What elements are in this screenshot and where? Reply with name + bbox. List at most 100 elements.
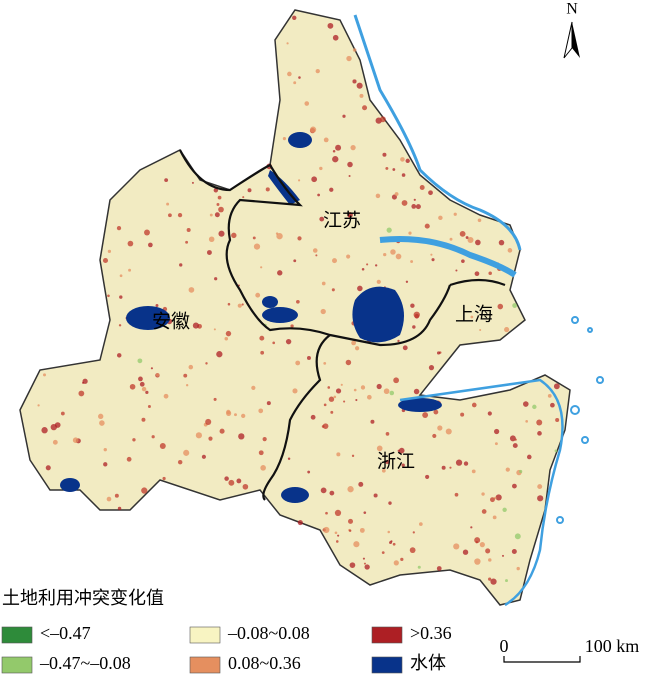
speckle-dot [322,423,329,430]
speckle-dot [385,432,390,436]
speckle-dot [147,405,151,408]
speckle-dot [129,383,136,390]
speckle-dot [293,259,297,263]
speckle-dot [262,437,267,442]
speckle-dot [355,346,360,351]
speckle-dot [43,373,46,377]
speckle-dot [323,526,330,534]
north-label: N [566,1,578,18]
speckle-dot [216,351,223,358]
speckle-dot [553,383,560,390]
speckle-dot [516,566,520,571]
speckle-dot [141,417,146,422]
speckle-dot [393,377,399,384]
speckle-dot [185,240,189,244]
speckle-dot [405,280,409,283]
speckle-dot [150,367,153,370]
speckle-dot [330,410,334,414]
speckle-dot [485,548,491,554]
speckle-dot [455,459,463,466]
speckle-dot [359,93,364,98]
speckle-dot [335,388,342,394]
speckle-dot [474,271,480,277]
speckle-dot [353,388,357,392]
speckle-dot [348,214,352,218]
speckle-dot [255,292,261,298]
speckle-dot [41,427,48,434]
speckle-dot [555,417,560,422]
legend-swatch [189,626,221,644]
speckle-dot [425,474,430,479]
speckle-dot [449,466,452,469]
speckle-dot [298,179,301,182]
speckle-dot [519,469,523,474]
speckle-dot [139,381,145,387]
speckle-dot [336,452,341,457]
speckle-dot [287,71,292,77]
province-borders [179,149,506,501]
speckle-dot [132,438,136,442]
speckle-dot [441,465,446,470]
speckle-dot [307,470,311,474]
speckle-dot [343,400,346,403]
speckle-dot [309,126,317,133]
speckle-dot [470,526,473,529]
speckle-dot [241,413,246,418]
speckle-dot [504,327,510,333]
speckle-dot [332,34,339,41]
speckle-dot [188,364,194,370]
speckle-dot [335,540,339,543]
speckle-dot [141,386,147,392]
speckle-dot [402,345,408,351]
speckle-dot [315,254,318,257]
speckle-dot [145,390,149,394]
speckle-dot [385,459,390,464]
speckle-dot [361,267,365,271]
speckle-dot [348,175,351,178]
islands [556,316,604,524]
speckle-dot [522,401,529,407]
speckle-dot [494,428,500,435]
speckle-dot [311,176,318,183]
speckle-dot [481,492,485,496]
speckle-dot [168,213,172,218]
speckle-dot [383,388,390,395]
speckle-dot [511,548,517,554]
speckle-dot [400,557,404,562]
speckle-dot [332,156,339,163]
speckle-dot [78,390,85,397]
speckle-dot [381,551,385,555]
speckle-dot [501,554,505,557]
speckle-dot [505,467,510,472]
speckle-dot [177,212,183,218]
speckle-dot [395,253,402,260]
speckle-dot [155,304,159,307]
speckle-dot [392,168,396,171]
speckle-dot [436,351,441,355]
speckle-dot [346,254,351,259]
speckle-dot [260,266,263,269]
speckle-dot [45,465,51,471]
speckle-dot [470,315,474,319]
speckle-dot [449,237,453,241]
speckle-dot [467,237,474,243]
speckle-dot [394,192,399,196]
speckle-dot [507,248,513,253]
region-label: 上海 [455,303,493,325]
speckle-dot [474,537,481,544]
speckle-dot [428,365,435,371]
speckle-dot [373,493,378,498]
speckle-dot [320,308,326,315]
speckle-dot [477,218,482,223]
speckle-dot [183,449,190,456]
speckle-dot [453,543,460,550]
legend-swatch [371,626,403,644]
speckle-dot [471,402,477,408]
speckle-dot [260,465,266,471]
speckle-dot [385,166,389,170]
speckle-dot [327,386,331,389]
speckle-dot [351,340,357,346]
speckle-dot [231,232,237,239]
speckle-dot [297,236,302,241]
speckle-dot [454,492,459,497]
